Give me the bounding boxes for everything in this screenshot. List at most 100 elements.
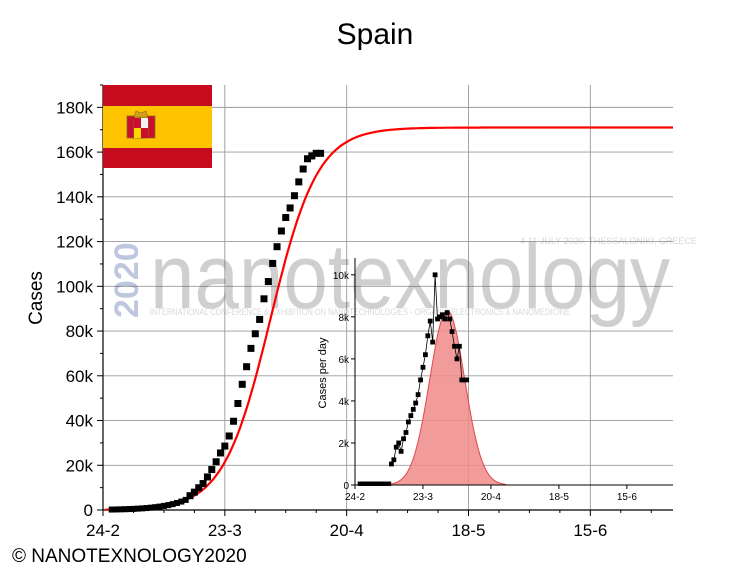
data-point <box>195 484 203 492</box>
inset-data-point <box>403 430 409 435</box>
inset-y-tick-label: 2k <box>338 439 350 450</box>
inset-x-tick-label: 15-6 <box>617 492 637 503</box>
data-point <box>126 506 133 513</box>
inset-data-point <box>369 481 375 486</box>
inset-data-point <box>396 440 402 446</box>
data-point <box>139 505 146 512</box>
inset-y-tick-label: 0 <box>343 481 349 492</box>
watermark-brand: nanotexnology <box>150 226 670 328</box>
inset-data-point <box>444 310 450 316</box>
y-tick-label: 140k <box>56 188 93 207</box>
data-point <box>230 417 238 425</box>
data-point <box>282 214 290 222</box>
data-point <box>295 178 303 186</box>
inset-x-tick-label: 18-5 <box>549 492 569 503</box>
data-point <box>251 330 259 338</box>
inset-y-tick-label: 4k <box>338 397 350 408</box>
inset-data-point <box>442 316 448 322</box>
flag-stripe-top <box>103 85 212 106</box>
inset-y-axis-label: Cases per day <box>317 337 329 408</box>
inset-x-tick-label: 20-4 <box>481 492 501 503</box>
inset-data-point <box>456 343 462 349</box>
inset-data-point <box>449 329 455 334</box>
inset-data-point <box>422 352 428 358</box>
watermark-dates: 4-11 JULY 2020, THESSALONIKI, GREECE <box>520 236 697 246</box>
data-point <box>212 458 220 466</box>
data-point <box>290 192 298 200</box>
inset-plot: 0 2k 4k 6k 8k 10k 24-2 23-3 20-4 18-5 15-6 Cases pe… <box>317 258 673 503</box>
data-point <box>273 243 281 251</box>
inset-area-fit <box>388 309 506 486</box>
data-point <box>247 344 255 352</box>
inset-data-point <box>454 356 460 362</box>
data-point <box>186 492 194 500</box>
data-point <box>277 227 285 235</box>
data-point <box>225 432 233 440</box>
data-point <box>165 502 172 509</box>
data-point <box>160 502 167 509</box>
x-tick-label: 15-6 <box>573 521 607 540</box>
inset-data-point <box>413 400 419 406</box>
inset-data-point <box>461 377 467 383</box>
inset-data-point <box>364 481 370 486</box>
inset-y-tick-label: 6k <box>338 355 350 366</box>
flag-stripe-middle <box>103 106 212 148</box>
y-tick-label: 60k <box>66 367 94 386</box>
inset-data-point <box>437 314 443 320</box>
data-point <box>260 295 268 303</box>
data-point <box>156 503 163 510</box>
watermark-subtitle: INTERNATIONAL CONFERENCE & EXHIBITION ON… <box>150 307 570 317</box>
inset-data-point <box>435 316 440 322</box>
data-point <box>308 152 316 160</box>
y-tick-label: 180k <box>56 98 93 117</box>
data-point <box>117 506 124 513</box>
data-point <box>178 498 185 505</box>
y-tick-label: 160k <box>56 143 93 162</box>
y-tick-label: 0 <box>84 501 93 520</box>
data-point <box>299 165 307 173</box>
y-tick-label: 80k <box>66 322 94 341</box>
watermark-logo: 2020 nanotexnology INTERNATIONAL CONFERE… <box>108 226 697 328</box>
copyright-credit: © NANOTEXNOLOGY2020 <box>12 546 247 567</box>
inset-y-tick-label: 8k <box>338 313 350 324</box>
inset-data-point <box>415 392 421 398</box>
inset-data-point <box>381 481 387 486</box>
data-point <box>269 259 277 267</box>
main-plot: 0 20k 40k 60k 80k 100k 120k 140k 160k 180k 24-2 23-… <box>26 84 673 540</box>
flag-stripe-bottom <box>103 148 212 168</box>
inset-data-point <box>393 444 399 450</box>
chart-title: Spain <box>336 18 414 51</box>
inset-data-point <box>420 364 426 370</box>
watermark-year: 2020 <box>108 242 146 318</box>
y-tick-label: 120k <box>56 233 93 252</box>
inset-data-point <box>384 481 389 486</box>
data-point <box>238 380 246 388</box>
inset-data-point <box>418 377 423 383</box>
inset-data-point <box>374 481 380 486</box>
x-tick-label: 18-5 <box>451 521 485 540</box>
inset-data-point <box>406 419 411 425</box>
y-axis-label: Cases <box>26 271 47 325</box>
inset-x-tick-label: 24-2 <box>345 492 365 503</box>
data-point <box>304 155 312 163</box>
inset-data-point <box>425 333 431 339</box>
data-point <box>312 149 320 157</box>
inset-data-point <box>452 343 457 349</box>
data-point <box>190 488 198 496</box>
data-point <box>199 480 207 488</box>
inset-data-point <box>379 481 384 486</box>
inset-data-point <box>386 481 392 486</box>
data-point <box>256 315 264 323</box>
inset-data-point <box>362 481 367 486</box>
data-point <box>130 505 137 512</box>
inset-data-point <box>464 377 470 383</box>
coat-of-arms-icon <box>126 110 156 139</box>
data-point <box>264 278 272 286</box>
inset-x-tick-label: 23-3 <box>413 492 433 503</box>
inset-data-point <box>447 316 453 322</box>
x-tick-label: 24-2 <box>86 521 120 540</box>
inset-data-point <box>410 406 416 412</box>
inset-data-point <box>357 481 363 486</box>
inset-data-point <box>432 272 438 278</box>
data-point <box>221 442 229 450</box>
